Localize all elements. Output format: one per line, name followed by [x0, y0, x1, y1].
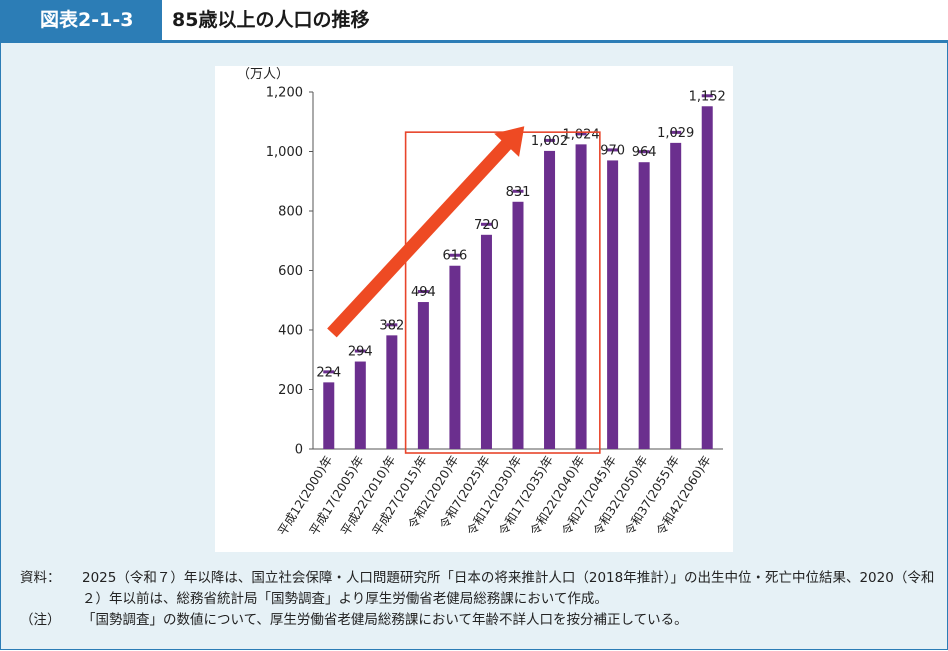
data-label: 382 — [379, 318, 404, 333]
data-label: 1,024 — [562, 127, 599, 142]
figure-title: 85歳以上の人口の推移 — [172, 9, 370, 31]
bar-cap-marker — [638, 150, 650, 154]
y-tick-label: 200 — [278, 383, 303, 398]
bar-cap-marker — [354, 349, 366, 353]
footnote: （注） 「国勢調査」の数値について、厚生労働省老健局総務課において年齢不詳人口を… — [20, 610, 940, 631]
data-label: 964 — [632, 145, 657, 160]
y-tick-label: 600 — [278, 264, 303, 279]
header-rule — [0, 40, 948, 43]
bar-cap-marker — [701, 94, 713, 98]
source-note-key: 資料： — [20, 570, 61, 586]
data-label: 1,002 — [531, 134, 568, 149]
data-label: 494 — [411, 285, 436, 300]
bar — [638, 162, 650, 449]
figure-header: 図表2-1-3 85歳以上の人口の推移 — [0, 0, 948, 43]
y-tick-label: 400 — [278, 324, 303, 339]
y-tick-label: 1,000 — [266, 145, 303, 160]
data-label: 720 — [474, 218, 499, 233]
bar — [512, 201, 524, 449]
trend-arrow-head — [494, 126, 525, 157]
y-tick-label: 800 — [278, 205, 303, 220]
data-label: 970 — [600, 143, 625, 158]
bar — [544, 150, 556, 449]
bar-chart: （万人）02004006008001,0001,200224平成12(2000)… — [237, 67, 726, 538]
bar — [323, 382, 335, 449]
data-label: 831 — [506, 185, 531, 200]
bar-cap-marker — [512, 189, 524, 193]
data-label: 294 — [348, 345, 373, 360]
data-label: 616 — [443, 249, 468, 264]
bar — [607, 160, 619, 450]
figure-number: 図表2-1-3 — [0, 0, 162, 40]
bar — [449, 265, 461, 449]
bar-cap-marker — [386, 323, 398, 327]
bar-cap-marker — [607, 148, 619, 152]
bar — [701, 106, 713, 449]
bar — [480, 234, 492, 449]
data-label: 224 — [316, 365, 341, 380]
source-note: 資料： 2025（令和７）年以降は、国立社会保障・人口問題研究所「日本の将来推計… — [20, 568, 940, 610]
bar-cap-marker — [449, 253, 461, 257]
bar-cap-marker — [670, 130, 682, 134]
footnote-text: 「国勢調査」の数値について、厚生労働省老健局総務課において年齢不詳人口を按分補正… — [82, 612, 688, 628]
y-tick-label: 1,200 — [266, 86, 303, 101]
y-tick-label: 0 — [295, 443, 303, 458]
bar-cap-marker — [480, 222, 492, 226]
bar — [575, 144, 587, 450]
bar — [417, 302, 429, 449]
bar — [386, 335, 398, 449]
source-note-text: 2025（令和７）年以降は、国立社会保障・人口問題研究所「日本の将来推計人口（2… — [82, 570, 935, 607]
bar-cap-marker — [544, 138, 556, 142]
bar-cap-marker — [323, 370, 335, 374]
trend-arrow-shaft — [327, 133, 518, 338]
notes: 資料： 2025（令和７）年以降は、国立社会保障・人口問題研究所「日本の将来推計… — [20, 568, 940, 631]
y-unit-label: （万人） — [237, 67, 289, 82]
chart-area: （万人） 0 200 400 600 800 1,000 1,200 224 平成12(2000)… — [215, 66, 733, 552]
bar — [670, 142, 682, 449]
data-label: 1,029 — [657, 126, 694, 141]
bar — [354, 361, 366, 449]
footnote-key: （注） — [20, 612, 61, 628]
bar-cap-marker — [575, 132, 587, 136]
bar-cap-marker — [417, 290, 429, 294]
data-label: 1,152 — [689, 89, 726, 104]
